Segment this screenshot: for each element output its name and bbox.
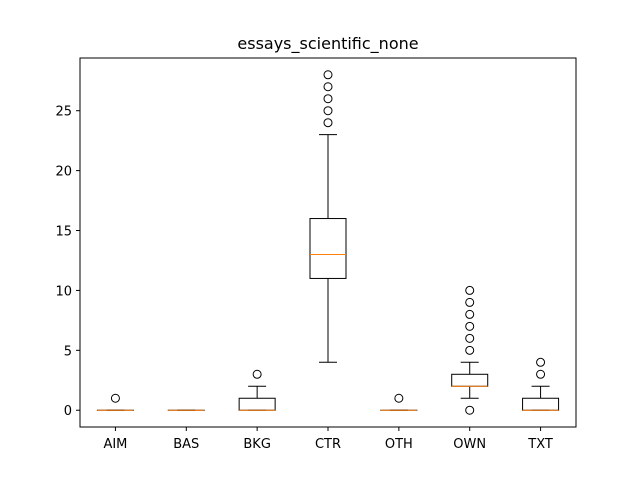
y-axis-ticks: 0 5 10 15 20 25 [55,105,80,419]
outlier-point [465,405,475,415]
outlier-point [394,393,404,403]
y-tick-label: 10 [55,284,72,299]
outlier-point [323,94,333,104]
outlier-point [110,393,120,403]
outlier-point [323,82,333,92]
x-axis-ticks: AIM BAS BKG CTR OTH OWN TXT [103,427,553,452]
box-own [451,285,489,415]
x-tick-label: BAS [173,437,199,452]
outlier-point [536,369,546,379]
box-txt [522,357,560,411]
x-tick-label: OTH [385,437,413,452]
outlier-point [465,285,475,295]
outlier-point [465,321,475,331]
outlier-point [465,309,475,319]
outlier-point [465,333,475,343]
outlier-point [323,118,333,128]
outlier-point [323,70,333,80]
box-ctr [309,70,347,363]
y-tick-label: 20 [55,165,72,180]
plot-area-frame [79,57,577,428]
chart-title: essays_scientific_none [237,34,418,54]
x-tick-label: OWN [453,437,486,452]
x-tick-label: AIM [103,437,127,452]
outlier-point [252,369,262,379]
outlier-point [323,106,333,116]
y-tick-label: 15 [55,225,72,240]
box-bkg [238,369,276,411]
y-tick-label: 0 [64,404,72,419]
x-tick-label: BKG [243,437,271,452]
x-tick-label: TXT [527,437,553,452]
plot-marks [96,70,560,415]
box-oth [380,393,418,411]
y-tick-label: 25 [55,105,72,120]
outlier-point [465,345,475,355]
box-iqr [309,218,347,279]
y-tick-label: 5 [64,344,72,359]
outlier-point [536,357,546,367]
outlier-point [465,297,475,307]
box-aim [96,393,134,411]
x-tick-label: CTR [315,437,341,452]
